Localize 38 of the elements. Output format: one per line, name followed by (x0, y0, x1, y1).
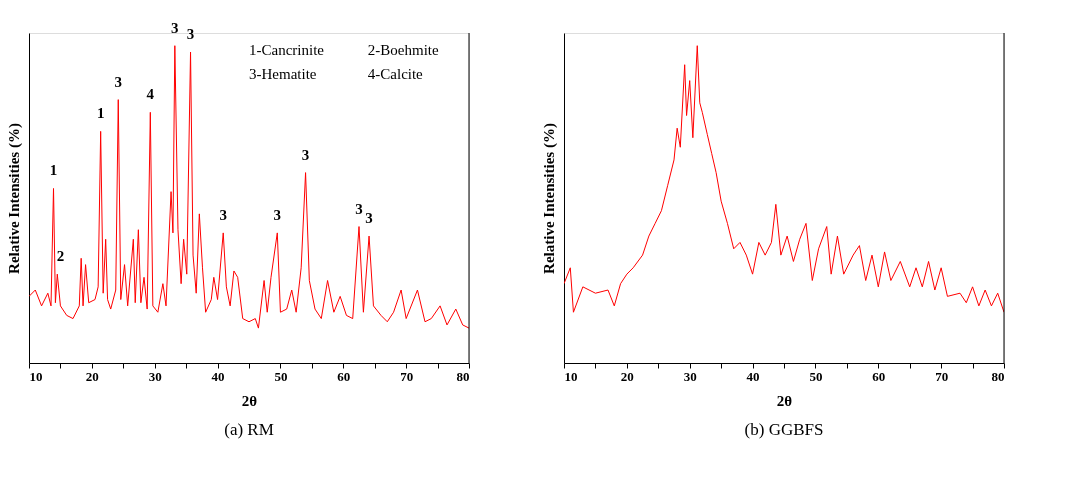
text: (a) RM (224, 420, 274, 439)
x-tick-label: 70 (400, 368, 414, 384)
x-tick-label: 10 (564, 368, 578, 384)
x-tick-label: 50 (274, 368, 288, 384)
x-tick-label: 80 (456, 368, 470, 384)
y-axis-title: Relative Intensities (%) (5, 123, 23, 274)
x-tick-label: 70 (935, 368, 949, 384)
x-tick-label: 60 (337, 368, 351, 384)
annotation: 4-Calcite (367, 66, 424, 82)
x-tick-label: 40 (746, 368, 760, 384)
x-tick-label: 20 (85, 368, 99, 384)
x-tick-label: 80 (991, 368, 1005, 384)
x-axis-title: 2θ (776, 392, 793, 409)
annotation: 3 (186, 26, 195, 43)
annotation: 2 (56, 248, 65, 265)
annotation: 3 (114, 73, 123, 90)
x-tick-label: 30 (148, 368, 162, 384)
annotation: 3 (365, 210, 373, 227)
x-tick-label: 40 (211, 368, 225, 384)
annotation: 3 (355, 200, 363, 217)
annotation: 1-Cancrinite (249, 42, 325, 58)
annotation: 3 (171, 19, 179, 36)
annotation: 2-Boehmite (367, 42, 439, 58)
x-axis-title: 2θ (241, 392, 258, 409)
x-tick-label: 60 (872, 368, 886, 384)
annotation: 4 (146, 86, 155, 103)
annotation: 1 (49, 162, 58, 179)
annotation: 3-Hematite (249, 66, 317, 82)
x-tick-label: 50 (809, 368, 823, 384)
annotation: 3 (273, 206, 282, 223)
x-tick-label: 10 (29, 368, 43, 384)
annotation: 3 (301, 146, 310, 163)
annotation: 3 (219, 206, 227, 223)
text: (b) GGBFS (744, 420, 824, 439)
annotation: 1 (96, 105, 105, 122)
x-tick-label: 20 (620, 368, 634, 384)
x-tick-label: 30 (683, 368, 697, 384)
y-axis-title: Relative Intensities (%) (540, 123, 558, 274)
